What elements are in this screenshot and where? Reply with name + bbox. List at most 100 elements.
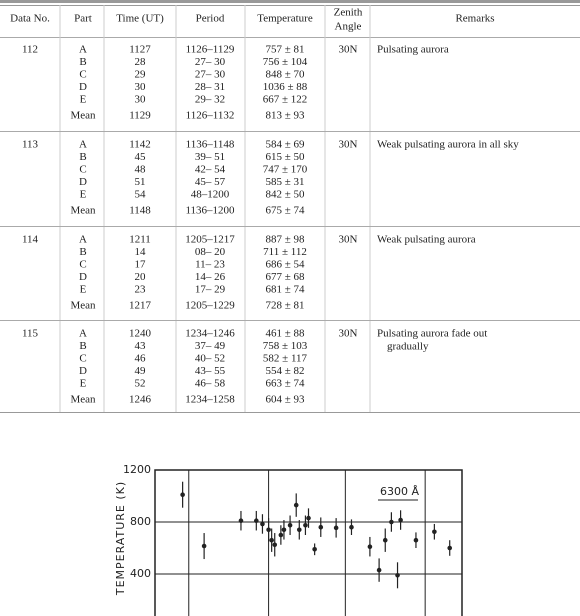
cell: 28– 31 xyxy=(195,81,225,93)
cell: 51 xyxy=(135,176,146,188)
cell: 49 xyxy=(135,365,147,377)
cell: 45 xyxy=(135,151,147,163)
cell: D xyxy=(79,365,87,377)
cell: 686 ± 54 xyxy=(265,259,305,271)
cell: 1129 xyxy=(129,110,151,122)
zenith-angle: 30N xyxy=(339,328,358,340)
cell: E xyxy=(80,189,87,201)
cell: B xyxy=(79,246,86,258)
cell: 1127 xyxy=(129,44,151,56)
data-no: 112 xyxy=(22,44,38,56)
data-point xyxy=(395,573,400,578)
cell: 29 xyxy=(135,69,147,81)
column-header: Temperature xyxy=(257,13,313,25)
cell: 554 ± 82 xyxy=(265,365,304,377)
data-point xyxy=(432,529,437,535)
column-header: Angle xyxy=(335,21,362,33)
zenith-angle: 30N xyxy=(339,139,358,151)
cell: 1246 xyxy=(129,394,152,406)
cell: 28 xyxy=(135,56,147,68)
cell: 1136–1148 xyxy=(186,139,235,151)
cell: 681 ± 74 xyxy=(265,284,305,296)
cell: 1234–1258 xyxy=(185,394,235,406)
cell: 585 ± 31 xyxy=(265,176,304,188)
cell: 584 ± 69 xyxy=(265,139,305,151)
y-tick-label: 400 xyxy=(130,567,151,580)
cell: Mean xyxy=(70,205,96,217)
cell: 1036 ± 88 xyxy=(263,81,308,93)
column-header: Time (UT) xyxy=(116,13,164,25)
cell: 848 ± 70 xyxy=(265,69,305,81)
data-point xyxy=(447,545,453,551)
cell: 677 ± 68 xyxy=(265,271,305,283)
data-point xyxy=(238,518,244,523)
cell: 08– 20 xyxy=(195,246,226,258)
cell: 17– 29 xyxy=(195,284,226,296)
column-header: Zenith xyxy=(334,7,363,19)
cell: 48–1200 xyxy=(191,189,230,201)
cell: 14 xyxy=(135,246,147,258)
cell: Mean xyxy=(70,394,96,406)
column-header: Remarks xyxy=(455,13,494,25)
cell: 40– 52 xyxy=(195,353,225,365)
cell: 1148 xyxy=(129,205,151,217)
cell: Mean xyxy=(70,110,96,122)
cell: B xyxy=(79,151,86,163)
data-point xyxy=(180,492,185,498)
cell: 758 ± 103 xyxy=(263,340,308,352)
cell: 29– 32 xyxy=(195,94,225,106)
cell: 1240 xyxy=(129,328,152,340)
data-point xyxy=(382,537,388,543)
cell: 582 ± 117 xyxy=(263,353,308,365)
remarks: gradually xyxy=(387,341,429,353)
data-no: 113 xyxy=(22,139,39,151)
data-no: 115 xyxy=(22,328,39,340)
data-point xyxy=(201,543,207,549)
cell: E xyxy=(80,378,87,390)
cell: 1205–1217 xyxy=(185,234,235,246)
cell: A xyxy=(79,139,87,151)
cell: D xyxy=(79,176,87,188)
cell: 1205–1229 xyxy=(185,300,235,312)
data-point xyxy=(333,525,339,531)
cell: 1211 xyxy=(129,234,151,246)
cell: 604 ± 93 xyxy=(265,394,305,406)
remarks: Pulsating aurora xyxy=(377,44,449,56)
cell: C xyxy=(79,69,86,81)
cell: 27– 30 xyxy=(195,56,226,68)
cell: 663 ± 74 xyxy=(265,378,305,390)
cell: 30 xyxy=(135,94,147,106)
cell: 461 ± 88 xyxy=(265,328,305,340)
data-point xyxy=(376,567,382,573)
data-point xyxy=(306,515,311,521)
data-no: 114 xyxy=(22,234,39,246)
cell: 37– 49 xyxy=(195,340,226,352)
cell: 728 ± 81 xyxy=(265,300,304,312)
cell: D xyxy=(79,81,87,93)
cell: 675 ± 74 xyxy=(265,205,305,217)
cell: 27– 30 xyxy=(195,69,226,81)
cell: 45– 57 xyxy=(195,176,226,188)
y-tick-label: 1200 xyxy=(123,463,151,476)
column-header: Period xyxy=(196,13,225,25)
cell: 747 ± 170 xyxy=(263,164,308,176)
data-point xyxy=(287,522,293,528)
cell: 1234–1246 xyxy=(185,328,235,340)
cell: 43– 55 xyxy=(195,365,226,377)
cell: 46– 58 xyxy=(195,378,226,390)
data-point xyxy=(318,524,324,530)
cell: 842 ± 50 xyxy=(265,189,305,201)
cell: A xyxy=(79,234,87,246)
cell: Mean xyxy=(70,300,96,312)
cell: 1142 xyxy=(129,139,151,151)
cell: 11– 23 xyxy=(195,259,225,271)
cell: 42– 54 xyxy=(195,164,226,176)
data-point xyxy=(398,517,403,523)
y-axis-label: TEMPERATURE (K) xyxy=(114,481,127,596)
annotation: 6300 Å xyxy=(380,485,419,498)
cell: 757 ± 81 xyxy=(265,44,304,56)
cell: 48 xyxy=(135,164,147,176)
data-point xyxy=(296,527,302,533)
cell: 667 ± 122 xyxy=(263,94,308,106)
